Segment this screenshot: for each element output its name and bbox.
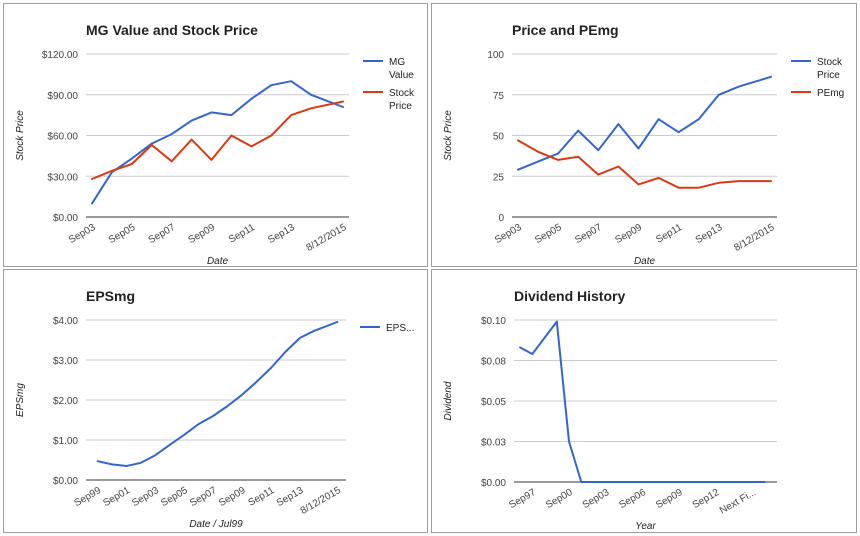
legend-label: MG Value <box>389 57 414 81</box>
chart-epsmg: EPSmg $0.00 $1.00 $2.00 $3.00 $4.00 Sep99Sep01… <box>15 288 414 530</box>
x-tick-label: Next Fi... <box>718 487 758 517</box>
x-tick-label: Sep05 <box>159 485 190 509</box>
chart-title: EPSmg <box>86 288 135 304</box>
x-tick-label: Sep07 <box>147 222 178 246</box>
x-tick-label: Sep97 <box>507 487 538 511</box>
chart-panel-dividend-history: Dividend History $0.00 $0.03 $0.05 $0.08 $0.1… <box>431 269 857 533</box>
y-tick-label: $0.00 <box>53 476 78 487</box>
x-tick-label: Sep05 <box>533 222 564 246</box>
y-tick-label: $0.08 <box>481 357 506 368</box>
y-tick-label: $0.10 <box>481 316 506 327</box>
y-axis-title: Stock Price <box>15 110 26 161</box>
y-tick-label: $120.00 <box>42 50 79 61</box>
x-tick-label: Sep13 <box>266 222 297 246</box>
x-tick-label: Sep09 <box>613 222 644 246</box>
x-tick-label: Sep06 <box>617 487 648 511</box>
x-tick-label: Sep09 <box>654 487 685 511</box>
x-tick-label: Sep00 <box>544 487 575 511</box>
x-tick-label: Sep03 <box>581 487 612 511</box>
y-tick-label: $3.00 <box>53 356 78 367</box>
y-tick-label: 75 <box>493 91 505 102</box>
y-tick-label: $0.00 <box>53 213 78 224</box>
x-axis-title: Year <box>635 521 656 532</box>
x-tick-label: Sep11 <box>227 222 257 246</box>
y-tick-label: $0.03 <box>481 438 506 449</box>
x-tick-label: Sep03 <box>493 222 524 246</box>
chart-panel-mg-value: MG Value and Stock Price $0.00 $30.00 $60.0… <box>3 3 428 267</box>
y-tick-label: $60.00 <box>47 132 78 143</box>
legend-label: PEmg <box>817 88 844 99</box>
x-tick-label: Sep99 <box>73 485 104 509</box>
chart-title: MG Value and Stock Price <box>86 22 258 38</box>
series-line-stock-price <box>91 100 344 180</box>
x-tick-label: Sep03 <box>130 485 161 509</box>
x-tick-label: 8/12/2015 <box>304 222 348 254</box>
legend-label: Stock Price <box>817 57 843 81</box>
y-tick-label: $90.00 <box>47 91 78 102</box>
y-tick-label: $4.00 <box>53 316 78 327</box>
series-line-mg-value <box>91 80 344 205</box>
chart-panel-epsmg: EPSmg $0.00 $1.00 $2.00 $3.00 $4.00 Sep99 Sep01… <box>3 269 428 533</box>
y-tick-label: 0 <box>498 213 504 224</box>
y-tick-label: $2.00 <box>53 396 78 407</box>
chart-mg-value: MG Value and Stock Price $0.00 $30.00 $60.0… <box>15 22 415 267</box>
series-line-eps- <box>96 321 339 467</box>
x-tick-label: Sep03 <box>67 222 98 246</box>
x-tick-label: Sep09 <box>217 485 248 509</box>
y-tick-label: 50 <box>493 132 505 143</box>
y-axis-title: Stock Price <box>443 110 454 161</box>
x-tick-label: Sep07 <box>188 485 219 509</box>
y-axis-title: EPSmg <box>15 383 26 417</box>
x-tick-label: Sep11 <box>654 222 684 246</box>
x-tick-label: 8/12/2015 <box>299 485 343 517</box>
chart-title: Dividend History <box>514 288 625 304</box>
x-tick-label: Sep05 <box>107 222 138 246</box>
series-line-pemg <box>517 139 772 189</box>
x-tick-label: Sep01 <box>101 485 132 509</box>
x-tick-label: Sep13 <box>694 222 725 246</box>
x-tick-label: Sep07 <box>573 222 604 246</box>
x-axis-title: Date <box>207 256 229 267</box>
chart-price-pemg: Price and PEmg 0 25 50 75 100 Sep03 Sep05 Sep07 S… <box>443 22 844 267</box>
chart-panel-price-pemg: Price and PEmg 0 25 50 75 100 Sep03 Sep05 Sep07 S… <box>431 3 857 267</box>
y-tick-label: 100 <box>487 50 504 61</box>
legend-label: EPS... <box>386 323 414 334</box>
y-axis-title: Dividend <box>443 381 454 420</box>
x-tick-label: 8/12/2015 <box>732 222 776 254</box>
chart-title: Price and PEmg <box>512 22 619 38</box>
y-tick-label: $0.05 <box>481 397 506 408</box>
legend-label: Stock Price <box>389 88 415 112</box>
y-tick-label: $1.00 <box>53 436 78 447</box>
y-tick-label: 25 <box>493 172 505 183</box>
chart-dividend-history: Dividend History $0.00 $0.03 $0.05 $0.08 $0.1… <box>443 288 777 532</box>
y-tick-label: $30.00 <box>47 172 78 183</box>
x-tick-label: Sep11 <box>246 485 276 509</box>
x-axis-title: Date <box>634 256 656 267</box>
y-tick-label: $0.00 <box>481 478 506 489</box>
x-axis-title: Date / Jul99 <box>189 519 243 530</box>
x-tick-label: Sep09 <box>186 222 217 246</box>
series-line-stock-price <box>517 75 772 171</box>
series-line-dividend <box>519 320 766 483</box>
